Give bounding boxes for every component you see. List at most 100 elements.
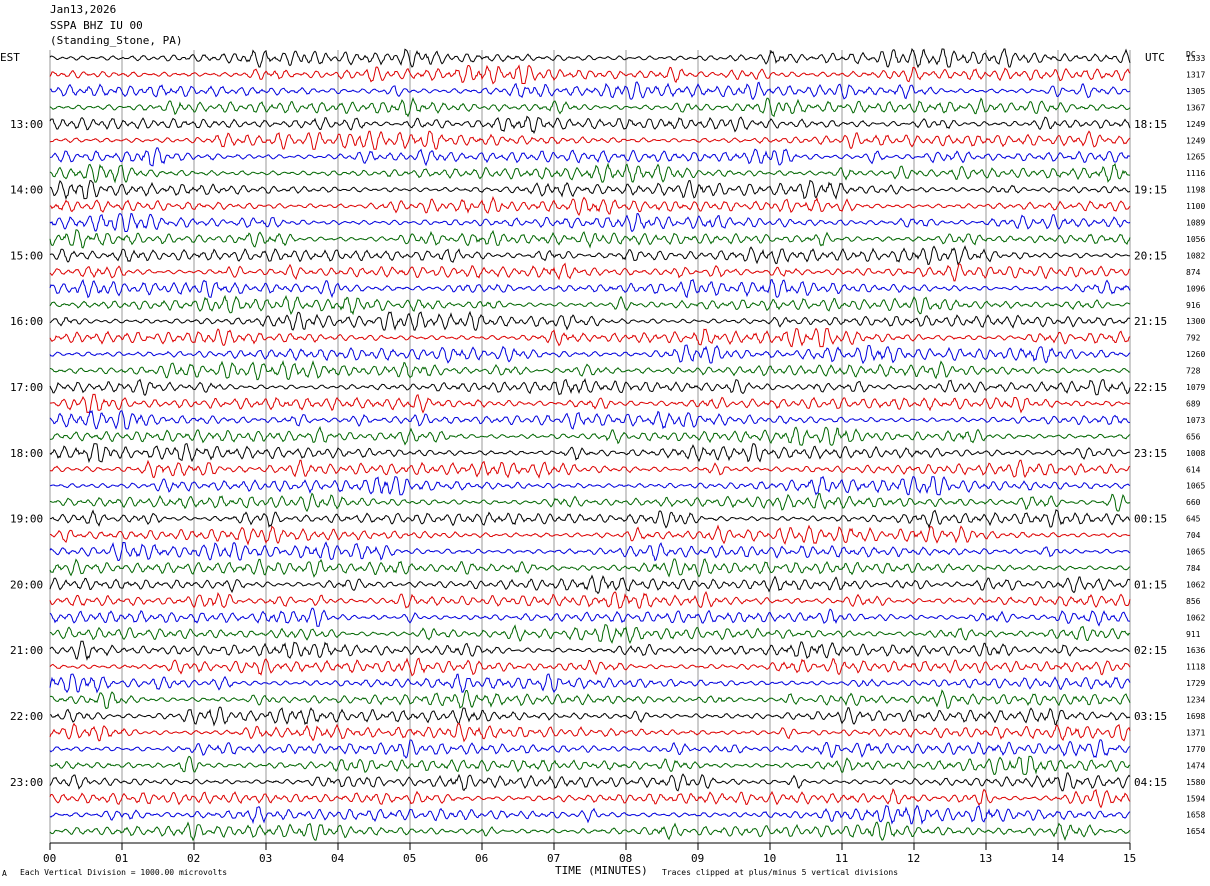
trace-18 (49, 327, 1131, 348)
trace-4 (49, 96, 1131, 118)
dc-offset-value: 728 (1186, 367, 1201, 376)
x-axis-label: TIME (MINUTES) (555, 864, 648, 877)
trace-34 (49, 590, 1131, 609)
trace-14 (49, 262, 1131, 282)
x-tick-label-01: 01 (115, 852, 128, 865)
dc-offset-value: 689 (1186, 399, 1201, 408)
dc-offset-value: 1333 (1186, 54, 1205, 63)
dc-offset-value: 660 (1186, 498, 1201, 507)
trace-29 (49, 509, 1131, 529)
left-time-labels: 13:00 14:00 15:00 16:00 17:00 18:00 19:00 20:00… (10, 118, 43, 789)
utc-hour-label: 20:15 (1134, 249, 1167, 262)
dc-offset-value: 1082 (1186, 251, 1205, 260)
trace-3 (49, 81, 1131, 101)
dc-offset-value: 656 (1186, 432, 1201, 441)
est-axis-title: EST (0, 51, 20, 64)
dc-offset-value: 856 (1186, 597, 1201, 606)
dc-offset-value: 1260 (1186, 350, 1205, 359)
dc-offset-value: 1100 (1186, 202, 1205, 211)
trace-42 (49, 722, 1131, 743)
trace-31 (49, 541, 1131, 562)
dc-offset-value: 1096 (1186, 284, 1205, 293)
dc-offset-value: 1062 (1186, 613, 1205, 622)
dc-offset-value: 792 (1186, 334, 1201, 343)
trace-35 (49, 607, 1130, 627)
trace-6 (49, 130, 1131, 150)
trace-20 (49, 360, 1131, 381)
est-hour-label: 14:00 (10, 184, 43, 197)
utc-hour-label: 04:15 (1134, 776, 1167, 789)
trace-30 (49, 524, 1131, 546)
dc-offset-value: 916 (1186, 301, 1201, 310)
trace-39 (49, 673, 1131, 694)
dc-offset-value: 911 (1186, 630, 1201, 639)
trace-37 (49, 640, 1131, 661)
x-tick-label-09: 09 (691, 852, 704, 865)
trace-9 (49, 179, 1131, 201)
header-date: Jan13,2026 (50, 3, 117, 16)
dc-offset-value: 1698 (1186, 712, 1205, 721)
trace-43 (49, 739, 1131, 759)
utc-hour-label: 21:15 (1134, 315, 1167, 328)
trace-32 (49, 558, 1131, 578)
trace-10 (49, 195, 1131, 217)
dc-offset-value: 1580 (1186, 778, 1205, 787)
x-tick-group: 00 01 02 03 04 05 06 07 08 09 10 11 12 13 14 15 (43, 843, 1136, 865)
trace-41 (49, 706, 1131, 727)
dc-offset-value: 1371 (1186, 728, 1205, 737)
dc-offset-value: 1065 (1186, 548, 1205, 557)
utc-hour-label: 03:15 (1134, 710, 1167, 723)
trace-1 (49, 47, 1131, 69)
dc-offset-value: 1474 (1186, 761, 1205, 770)
est-hour-label: 18:00 (10, 447, 43, 460)
x-tick-label-10: 10 (763, 852, 776, 865)
header-station: SSPA BHZ IU 00 (50, 19, 143, 32)
x-tick-label-05: 05 (403, 852, 416, 865)
dc-offset-value: 1056 (1186, 235, 1205, 244)
dc-label: DC (1186, 50, 1196, 59)
logo-mark: A (2, 869, 7, 878)
x-tick-label-14: 14 (1051, 852, 1065, 865)
x-tick-label-07: 07 (547, 852, 560, 865)
trace-47 (49, 804, 1131, 825)
dc-offset-value: 1198 (1186, 186, 1205, 195)
x-tick-label-12: 12 (907, 852, 920, 865)
dc-offset-value: 1118 (1186, 663, 1205, 672)
right-time-labels: 18:15 19:15 20:15 21:15 22:15 23:15 00:15 01:15… (1134, 118, 1167, 789)
trace-11 (49, 212, 1131, 233)
trace-45 (49, 772, 1131, 792)
dc-offset-value: 1658 (1186, 811, 1205, 820)
dc-offset-value: 1234 (1186, 696, 1205, 705)
x-tick-label-06: 06 (475, 852, 488, 865)
dc-offset-value: 1249 (1186, 136, 1205, 145)
trace-25 (49, 443, 1131, 464)
est-hour-label: 22:00 (10, 710, 43, 723)
est-hour-label: 15:00 (10, 249, 43, 262)
dc-offset-value: 704 (1186, 531, 1201, 540)
dc-offset-value: 1317 (1186, 70, 1205, 79)
trace-33 (49, 574, 1131, 595)
trace-22 (49, 393, 1131, 414)
trace-19 (49, 344, 1131, 365)
trace-13 (49, 245, 1131, 266)
clip-note: Traces clipped at plus/minus 5 vertical … (662, 868, 898, 877)
dc-offset-value: 1300 (1186, 317, 1205, 326)
x-tick-label-00: 00 (43, 852, 56, 865)
est-hour-label: 20:00 (10, 578, 43, 591)
x-tick-label-15: 15 (1123, 852, 1136, 865)
utc-hour-label: 00:15 (1134, 513, 1167, 526)
est-hour-label: 16:00 (10, 315, 43, 328)
dc-offset-value: 1770 (1186, 745, 1205, 754)
utc-hour-label: 19:15 (1134, 184, 1167, 197)
trace-group (49, 47, 1131, 842)
dc-offset-value: 1265 (1186, 153, 1205, 162)
trace-12 (49, 229, 1131, 249)
trace-36 (49, 624, 1131, 644)
utc-hour-label: 23:15 (1134, 447, 1167, 460)
trace-21 (49, 377, 1131, 397)
trace-24 (49, 425, 1131, 446)
trace-44 (49, 755, 1131, 775)
dc-offset-value: 784 (1186, 564, 1201, 573)
dc-offset-value: 1073 (1186, 416, 1205, 425)
